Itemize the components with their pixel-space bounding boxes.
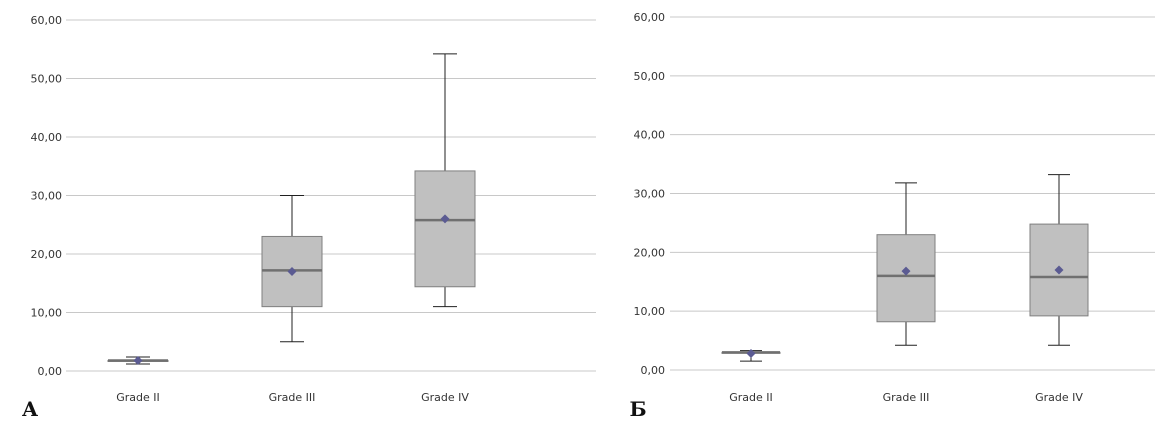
y-tick-label: 20,00: [634, 246, 666, 259]
y-tick-label: 20,00: [31, 248, 63, 261]
mean-marker: [440, 214, 450, 224]
box: [414, 170, 476, 288]
category-label: Grade III: [883, 391, 930, 404]
category-label: Grade III: [269, 391, 316, 404]
y-tick-label: 50,00: [634, 70, 666, 83]
y-tick-label: 40,00: [634, 129, 666, 142]
panel-letter: Б: [629, 397, 646, 421]
mean-marker: [746, 349, 756, 359]
panel-a: 0,00 10,00 20,00 30,00 40,00 50,00 60,00 Grade …: [22, 14, 596, 421]
mean-marker: [287, 267, 297, 277]
category-label: Grade II: [729, 391, 773, 404]
category-label: Grade II: [116, 391, 160, 404]
panel-letter: А: [22, 397, 39, 421]
y-tick-label: 10,00: [31, 307, 63, 320]
y-tick-label: 30,00: [634, 188, 666, 201]
y-tick-label: 40,00: [31, 131, 63, 144]
y-tick-label: 10,00: [634, 305, 666, 318]
panel-b: 0,00 10,00 20,00 30,00 40,00 50,00 60,00 Grade …: [629, 11, 1155, 421]
y-tick-label: 60,00: [634, 11, 666, 24]
y-tick-label: 50,00: [31, 73, 63, 86]
mean-marker: [1054, 265, 1064, 275]
mean-marker: [133, 355, 143, 365]
y-tick-label: 60,00: [31, 14, 63, 27]
y-tick-label: 0,00: [641, 364, 666, 377]
box: [876, 234, 936, 323]
y-tick-label: 30,00: [31, 190, 63, 203]
category-label: Grade IV: [421, 391, 469, 404]
y-tick-label: 0,00: [38, 365, 63, 378]
mean-marker: [901, 266, 911, 276]
category-label: Grade IV: [1035, 391, 1083, 404]
